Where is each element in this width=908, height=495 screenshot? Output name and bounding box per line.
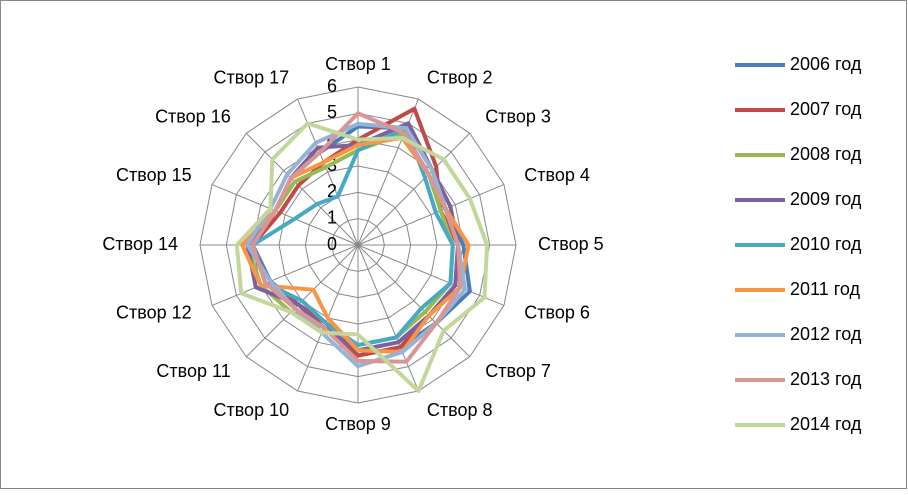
category-label: Створ 14 xyxy=(102,234,178,254)
category-label: Створ 6 xyxy=(524,303,590,323)
spoke xyxy=(357,244,471,358)
legend-label: 2006 год xyxy=(790,54,862,74)
r-tick-label: 5 xyxy=(327,102,337,122)
series-line xyxy=(234,121,490,393)
category-label: Створ 12 xyxy=(116,303,192,323)
category-label: Створ 16 xyxy=(155,106,231,126)
spoke xyxy=(357,244,505,306)
category-label: Створ 5 xyxy=(538,234,604,254)
category-label: Створ 17 xyxy=(213,67,289,87)
r-tick-label: 2 xyxy=(327,181,337,201)
legend-label: 2009 год xyxy=(790,189,862,209)
spoke xyxy=(211,244,359,306)
category-label: Створ 15 xyxy=(116,165,192,185)
legend-label: 2013 год xyxy=(790,369,862,389)
legend-label: 2012 год xyxy=(790,324,862,344)
spoke xyxy=(357,184,505,246)
spoke xyxy=(357,244,419,392)
r-tick-label: 1 xyxy=(327,207,337,227)
series-line xyxy=(250,111,463,364)
series-line xyxy=(250,126,455,348)
legend-label: 2014 год xyxy=(790,414,862,434)
r-tick-label: 0 xyxy=(327,234,337,254)
category-label: Створ 3 xyxy=(485,106,551,126)
category-label: Створ 11 xyxy=(156,361,230,381)
spoke xyxy=(211,184,359,246)
legend-label: 2010 год xyxy=(790,234,862,254)
legend-label: 2007 год xyxy=(790,99,862,119)
category-label: Створ 9 xyxy=(325,414,391,434)
r-tick-label: 6 xyxy=(327,76,337,96)
spoke xyxy=(245,132,359,246)
category-label: Створ 4 xyxy=(524,165,590,185)
category-label: Створ 7 xyxy=(485,361,551,381)
category-label: Створ 10 xyxy=(213,400,289,420)
spoke xyxy=(357,132,471,246)
legend-label: 2011 год xyxy=(790,279,860,299)
category-label: Створ 8 xyxy=(427,400,493,420)
category-label: Створ 2 xyxy=(427,67,493,87)
legend-label: 2008 год xyxy=(790,144,862,164)
category-label: Створ 1 xyxy=(325,54,391,74)
